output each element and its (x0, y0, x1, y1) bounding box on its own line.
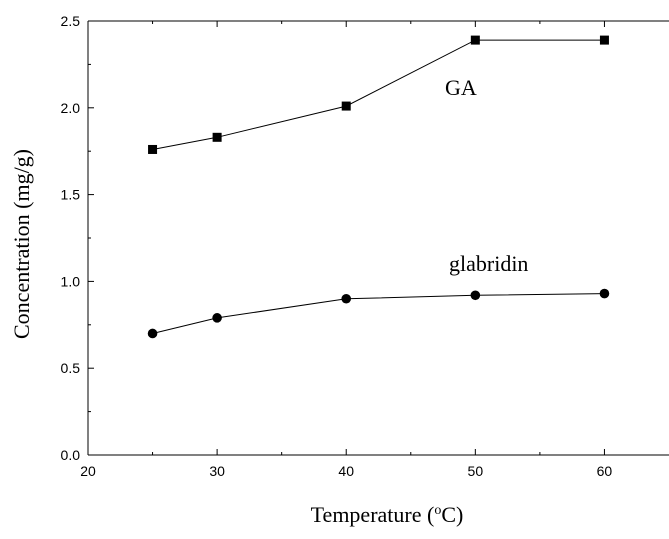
y-tick-label: 0.0 (61, 447, 81, 463)
data-point-glabridin (341, 293, 352, 304)
plot-layer (147, 35, 610, 339)
data-point-glabridin (212, 313, 222, 323)
x-axis-title-tail: C) (441, 502, 463, 527)
data-point-ga (341, 101, 351, 111)
series-label-glabridin: glabridin (449, 251, 528, 276)
series-line-glabridin (152, 293, 605, 334)
data-point-glabridin (599, 288, 610, 299)
x-tick-label: 60 (597, 463, 613, 479)
y-tick-label: 1.5 (61, 187, 81, 203)
labels-layer: Concentration (mg/g) Temperature (oC) GA… (9, 75, 528, 527)
y-axis-title: Concentration (mg/g) (9, 149, 34, 339)
y-tick-label: 2.0 (61, 100, 81, 116)
x-tick-label: 50 (468, 463, 484, 479)
data-point-ga (148, 144, 158, 154)
data-point-ga (470, 35, 480, 45)
x-tick-label: 40 (338, 463, 354, 479)
y-tick-label: 1.0 (61, 273, 81, 289)
data-point-ga (212, 132, 222, 142)
x-tick-label: 20 (80, 463, 96, 479)
x-axis-title: Temperature (oC) (311, 502, 464, 527)
data-point-glabridin (147, 328, 158, 339)
x-tick-label: 30 (209, 463, 225, 479)
x-axis-title-superscript: o (434, 503, 441, 518)
data-point-ga (599, 35, 609, 45)
series-label-ga: GA (445, 75, 477, 100)
y-tick-label: 2.5 (61, 13, 81, 29)
axes-layer: 20 30 40 50 60 0.0 0.5 1.0 1.5 2.0 2.5 (61, 13, 669, 479)
data-point-glabridin (470, 290, 481, 301)
y-tick-label: 0.5 (61, 360, 81, 376)
x-axis-title-main: Temperature ( (311, 502, 435, 527)
